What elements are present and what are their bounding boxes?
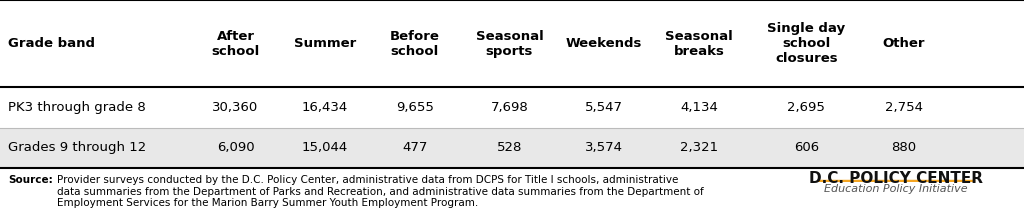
Text: Summer: Summer xyxy=(294,37,356,50)
Text: 16,434: 16,434 xyxy=(302,101,348,114)
Text: Provider surveys conducted by the D.C. Policy Center, administrative data from D: Provider surveys conducted by the D.C. P… xyxy=(57,175,705,208)
Bar xyxy=(0,0,1024,88)
Text: Seasonal
breaks: Seasonal breaks xyxy=(665,30,733,58)
Bar xyxy=(0,88,1024,127)
Text: Grades 9 through 12: Grades 9 through 12 xyxy=(8,141,146,154)
Bar xyxy=(0,127,1024,168)
Text: 3,574: 3,574 xyxy=(585,141,624,154)
Text: PK3 through grade 8: PK3 through grade 8 xyxy=(8,101,146,114)
Text: 15,044: 15,044 xyxy=(302,141,348,154)
Text: 2,321: 2,321 xyxy=(680,141,718,154)
Text: 7,698: 7,698 xyxy=(490,101,528,114)
Text: Grade band: Grade band xyxy=(8,37,95,50)
Text: Other: Other xyxy=(883,37,925,50)
Text: Seasonal
sports: Seasonal sports xyxy=(475,30,544,58)
Text: 4,134: 4,134 xyxy=(680,101,718,114)
Text: 5,547: 5,547 xyxy=(585,101,624,114)
Text: 528: 528 xyxy=(497,141,522,154)
Text: Source:: Source: xyxy=(8,175,53,185)
Text: 477: 477 xyxy=(402,141,427,154)
Text: 6,090: 6,090 xyxy=(217,141,254,154)
Text: 9,655: 9,655 xyxy=(396,101,433,114)
Text: 880: 880 xyxy=(891,141,916,154)
Text: D.C. POLICY CENTER: D.C. POLICY CENTER xyxy=(809,171,983,186)
Text: 606: 606 xyxy=(794,141,819,154)
Text: 2,695: 2,695 xyxy=(787,101,825,114)
Bar xyxy=(0,168,1024,182)
Text: Education Policy Initiative: Education Policy Initiative xyxy=(824,184,968,194)
Text: Before
school: Before school xyxy=(390,30,439,58)
Text: After
school: After school xyxy=(211,30,260,58)
Text: Weekends: Weekends xyxy=(566,37,642,50)
Text: Single day
school
closures: Single day school closures xyxy=(767,22,846,65)
Text: 30,360: 30,360 xyxy=(212,101,259,114)
Text: 2,754: 2,754 xyxy=(885,101,923,114)
